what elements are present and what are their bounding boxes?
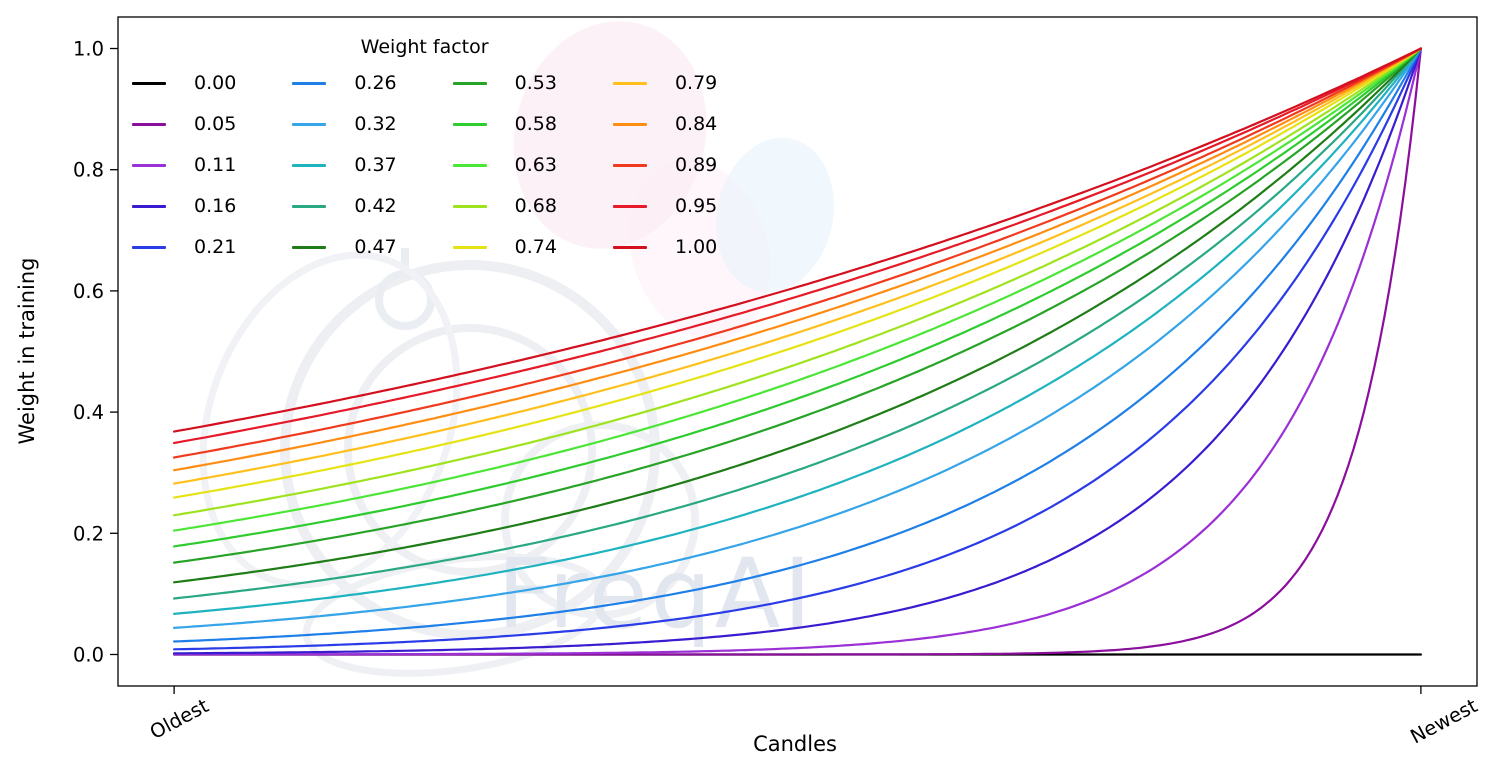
- legend-line-swatch: [452, 204, 487, 208]
- legend-line-swatch: [132, 204, 166, 208]
- y-tick-label: 0.2: [73, 522, 104, 545]
- legend-item: 0.16: [132, 194, 236, 218]
- legend-line-swatch: [292, 204, 327, 208]
- y-tick-label: 0.0: [73, 643, 104, 666]
- legend-label: 0.32: [354, 113, 397, 135]
- y-tick-label: 0.6: [73, 280, 104, 303]
- legend-item: 0.63: [452, 153, 557, 177]
- curve-0.26: [173, 47, 1422, 643]
- curve-0.21: [173, 47, 1422, 651]
- legend-item: 1.00: [612, 235, 718, 259]
- legend-line-swatch: [612, 245, 647, 249]
- legend-column: 0.26 0.32 0.37 0.42 0.47: [292, 71, 397, 259]
- curve-0.58: [173, 47, 1422, 548]
- legend-item: 0.47: [292, 235, 397, 259]
- legend-item: 0.42: [292, 194, 397, 218]
- legend-line-swatch: [292, 122, 327, 126]
- legend-label: 0.05: [194, 113, 237, 135]
- legend-item: 0.79: [612, 71, 718, 95]
- legend-label: 0.63: [514, 154, 557, 176]
- legend-item: 0.74: [452, 235, 557, 259]
- legend-line-swatch: [292, 81, 327, 85]
- legend-item: 0.26: [292, 71, 397, 95]
- legend-item: 0.00: [132, 71, 236, 95]
- legend-line-swatch: [612, 122, 647, 126]
- legend-line-swatch: [132, 163, 166, 167]
- legend-item: 0.37: [292, 153, 397, 177]
- legend-column: 0.79 0.84 0.89 0.95 1.00: [612, 71, 718, 259]
- legend-label: 0.79: [674, 72, 718, 94]
- y-axis-label: Weight in training: [15, 257, 39, 445]
- legend-line-swatch: [292, 163, 327, 167]
- legend-title: Weight factor: [360, 36, 489, 58]
- legend-label: 0.84: [674, 113, 718, 135]
- legend-label: 0.74: [514, 236, 557, 258]
- legend-item: 0.11: [132, 153, 236, 177]
- curve-0.53: [173, 47, 1422, 564]
- curve-0.47: [173, 47, 1422, 584]
- y-tick-label: 0.4: [73, 401, 104, 424]
- legend-item: 0.05: [132, 112, 236, 136]
- curve-0.32: [173, 47, 1422, 629]
- legend-line-swatch: [612, 204, 647, 208]
- legend-item: 0.53: [452, 71, 557, 95]
- y-tick-label: 0.8: [73, 159, 104, 182]
- legend-item: 0.89: [612, 153, 718, 177]
- legend-label: 0.00: [194, 72, 237, 94]
- legend-item: 0.32: [292, 112, 397, 136]
- y-tick-label: 1.0: [73, 38, 104, 61]
- legend-line-swatch: [612, 163, 647, 167]
- legend-label: 0.89: [674, 154, 718, 176]
- legend-item: 0.21: [132, 235, 236, 259]
- legend-line-swatch: [452, 245, 487, 249]
- legend-item: 0.68: [452, 194, 557, 218]
- legend-label: 1.00: [674, 236, 718, 258]
- curve-0.42: [173, 47, 1422, 600]
- curve-0.95: [173, 47, 1422, 445]
- curve-1.00: [173, 47, 1422, 433]
- x-axis-label: Candles: [753, 732, 837, 756]
- plot-border: [117, 16, 1478, 687]
- x-tick-label: Newest: [1407, 694, 1482, 748]
- curve-0.11: [173, 47, 1422, 656]
- curve-0.89: [173, 47, 1422, 459]
- legend: Weight factor 0.00 0.05 0.11 0.16 0.21 0.26 0.…: [132, 36, 717, 259]
- legend-line-swatch: [612, 81, 647, 85]
- legend-line-swatch: [452, 122, 487, 126]
- legend-label: 0.26: [354, 72, 397, 94]
- legend-line-swatch: [292, 245, 327, 249]
- legend-label: 0.16: [194, 195, 237, 217]
- legend-label: 0.11: [194, 154, 237, 176]
- legend-label: 0.68: [514, 195, 557, 217]
- curve-0.74: [173, 47, 1422, 499]
- legend-column: 0.53 0.58 0.63 0.68 0.74: [452, 71, 557, 259]
- curve-0.84: [173, 47, 1422, 472]
- curve-0.68: [173, 47, 1422, 517]
- legend-line-swatch: [132, 81, 166, 85]
- legend-line-swatch: [132, 122, 166, 126]
- legend-label: 0.37: [354, 154, 397, 176]
- curve-0.16: [173, 47, 1422, 655]
- legend-label: 0.21: [194, 236, 237, 258]
- legend-label: 0.47: [354, 236, 397, 258]
- freqai-watermark-text: FreqAI: [497, 538, 815, 650]
- legend-line-swatch: [132, 245, 166, 249]
- x-tick-label: Oldest: [146, 694, 213, 744]
- legend-label: 0.95: [674, 195, 718, 217]
- curve-0.79: [173, 47, 1422, 485]
- legend-label: 0.53: [514, 72, 557, 94]
- legend-column: 0.00 0.05 0.11 0.16 0.21: [132, 71, 236, 259]
- legend-columns: 0.00 0.05 0.11 0.16 0.21 0.26 0.32 0.37 0.42 0.47…: [132, 71, 717, 259]
- curve-0.63: [173, 47, 1422, 532]
- legend-item: 0.58: [452, 112, 557, 136]
- legend-item: 0.84: [612, 112, 718, 136]
- legend-item: 0.95: [612, 194, 718, 218]
- curve-0.37: [173, 47, 1422, 615]
- legend-line-swatch: [452, 163, 487, 167]
- legend-label: 0.42: [354, 195, 397, 217]
- legend-line-swatch: [452, 81, 487, 85]
- legend-label: 0.58: [514, 113, 557, 135]
